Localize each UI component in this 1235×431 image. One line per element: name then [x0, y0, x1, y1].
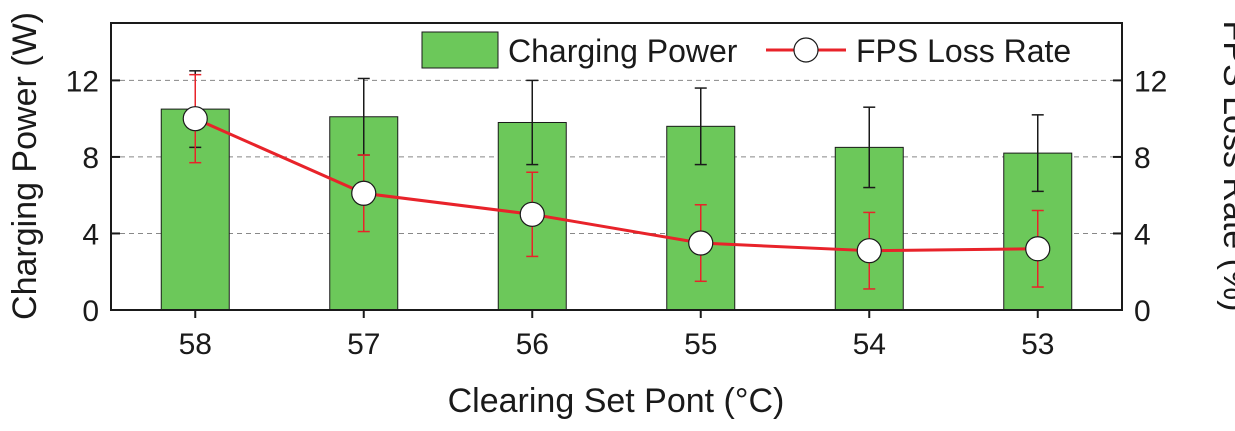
right-axis-tick-label: 4 [1134, 218, 1151, 251]
legend-marker-fps-loss-rate [793, 37, 819, 63]
x-axis-tick-label: 54 [853, 328, 886, 361]
fps-loss-rate-point [351, 180, 377, 206]
left-axis-tick-label: 4 [82, 218, 99, 251]
x-axis-tick-label: 53 [1021, 328, 1054, 361]
left-axis-tick-label: 0 [82, 295, 99, 328]
x-axis-tick-label: 55 [684, 328, 717, 361]
legend-label-fps-loss-rate: FPS Loss Rate [856, 33, 1071, 69]
right-axis-title: FPS Loss Rate (%) [1216, 21, 1235, 312]
right-axis-tick-label: 0 [1134, 295, 1151, 328]
x-axis-tick-label: 57 [347, 328, 380, 361]
fps-loss-rate-point [1025, 236, 1051, 262]
right-axis-tick-label: 12 [1134, 65, 1167, 98]
right-axis-tick-label: 8 [1134, 142, 1151, 175]
x-axis-tick-label: 58 [179, 328, 212, 361]
right-axis-ticks: 0 4 8 12 [1113, 65, 1167, 328]
legend-swatch-charging-power [421, 31, 499, 69]
left-axis-title: Charging Power (W) [6, 12, 44, 320]
legend: Charging Power FPS Loss Rate [421, 31, 1071, 69]
left-axis-tick-label: 8 [82, 142, 99, 175]
x-axis-ticks: 58 57 56 55 54 53 [179, 310, 1054, 361]
bar-series [160, 108, 1073, 311]
bar-error-bars [189, 70, 1044, 193]
grid-lines [111, 79, 1122, 234]
left-axis-tick-label: 12 [66, 65, 99, 98]
line-series [194, 117, 1038, 253]
fps-loss-rate-point [519, 201, 545, 227]
fps-loss-rate-line [194, 117, 1038, 253]
x-axis-tick-label: 56 [516, 328, 549, 361]
plot-frame [110, 22, 1123, 311]
left-axis-ticks: 0 4 8 12 [66, 65, 120, 328]
x-axis-title: Clearing Set Pont (°C) [448, 382, 785, 420]
fps-loss-rate-point [856, 238, 882, 264]
legend-label-charging-power: Charging Power [508, 33, 738, 69]
fps-loss-rate-point [688, 230, 714, 256]
line-markers [182, 106, 1051, 264]
fps-loss-rate-point [182, 106, 208, 132]
line-error-bars [189, 73, 1044, 290]
